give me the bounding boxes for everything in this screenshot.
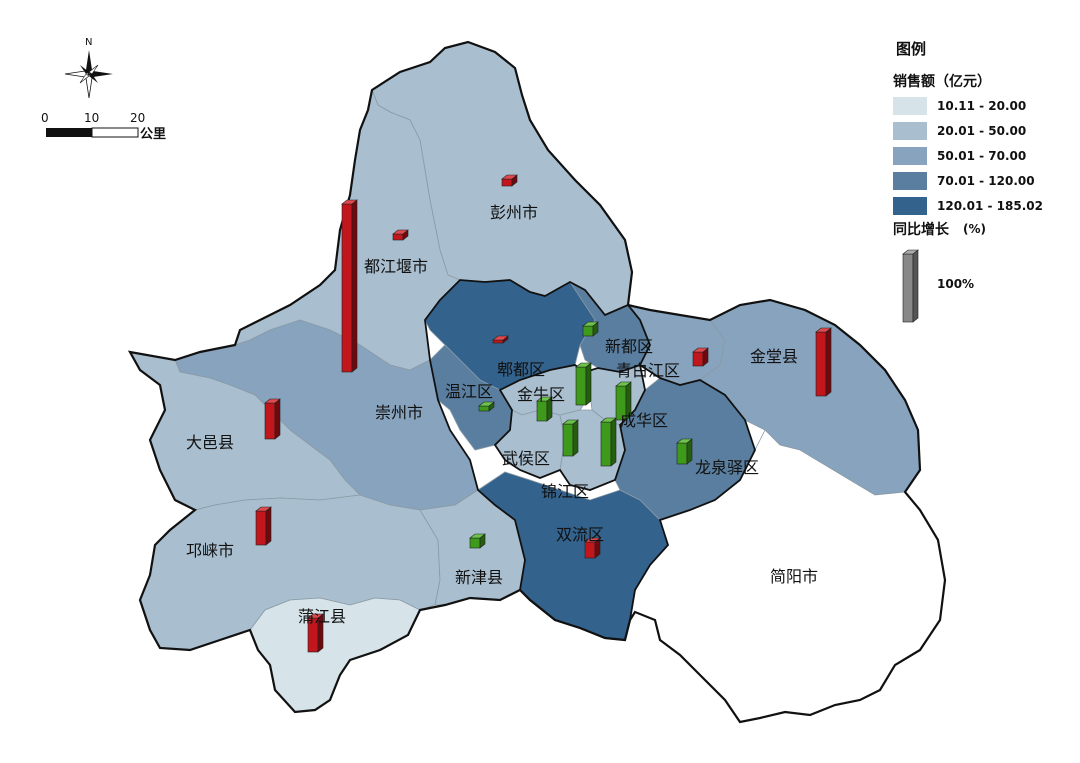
label-jinjiang: 锦江区 xyxy=(541,482,589,501)
scale-tick-1: 10 xyxy=(84,111,99,125)
label-shuangliu: 双流区 xyxy=(556,525,604,544)
legend-title: 图例 xyxy=(896,40,926,58)
legend-growth-title: 同比增长 xyxy=(893,221,950,238)
bar-wuhou xyxy=(563,420,578,456)
scale-unit: 公里 xyxy=(140,127,166,142)
label-wenjiang: 温江区 xyxy=(445,382,493,401)
label-jianyang: 简阳市 xyxy=(770,567,818,586)
scale-tick-0: 0 xyxy=(41,111,49,125)
legend-growth-unit: (%) xyxy=(963,222,986,236)
north-arrow-icon: N xyxy=(65,37,113,98)
label-pengzhou: 彭州市 xyxy=(490,203,538,222)
bar-longquanyi xyxy=(677,439,692,464)
label-dayi: 大邑县 xyxy=(186,433,234,452)
label-pidu: 郫都区 xyxy=(497,360,545,379)
legend-reference-bar xyxy=(903,250,918,322)
legend-swatch-3 xyxy=(893,172,927,190)
bar-jinniu xyxy=(576,363,591,405)
legend-growth-ref: 100% xyxy=(937,277,974,291)
bar-xindu xyxy=(583,322,598,336)
legend-swatch-2 xyxy=(893,147,927,165)
label-qionglai: 邛崃市 xyxy=(186,541,234,560)
bar-qionglai xyxy=(256,507,271,545)
legend-swatch-4 xyxy=(893,197,927,215)
bar-jinjiang xyxy=(601,418,616,466)
label-chenghua: 成华区 xyxy=(620,411,668,430)
legend-class-label-0: 10.11 - 20.00 xyxy=(937,99,1026,113)
legend-class-label-2: 50.01 - 70.00 xyxy=(937,149,1026,163)
legend-swatch-1 xyxy=(893,122,927,140)
scale-tick-2: 20 xyxy=(130,111,145,125)
legend-ref-bar-shape xyxy=(903,250,918,322)
label-dujiangyan: 都江堰市 xyxy=(364,257,428,276)
label-longquanyi: 龙泉驿区 xyxy=(695,458,759,477)
legend-class-label-3: 70.01 - 120.00 xyxy=(937,174,1035,188)
label-jintang: 金堂县 xyxy=(750,347,798,366)
label-jinniu: 金牛区 xyxy=(517,385,565,404)
scale-bar: 0 10 20 公里 xyxy=(41,111,166,142)
label-xindu: 新都区 xyxy=(605,337,653,356)
legend-fill-title: 销售额（亿元） xyxy=(893,73,991,90)
north-label: N xyxy=(85,37,92,48)
label-pujiang: 蒲江县 xyxy=(298,607,346,626)
label-chongzhou: 崇州市 xyxy=(375,403,423,422)
legend: 图例 销售额（亿元） 10.11 - 20.00 20.01 - 50.00 50.… xyxy=(893,40,1043,322)
label-wuhou: 武侯区 xyxy=(502,449,550,468)
bar-xinjin xyxy=(470,534,485,548)
legend-swatch-0 xyxy=(893,97,927,115)
legend-class-label-4: 120.01 - 185.02 xyxy=(937,199,1043,213)
bar-qingbaijiang xyxy=(693,348,708,366)
bar-jintang xyxy=(816,328,831,396)
label-qingbaijiang: 青白江区 xyxy=(616,361,680,380)
bar-dujiangyan-a xyxy=(342,200,357,372)
label-xinjin: 新津县 xyxy=(455,568,503,587)
legend-class-label-1: 20.01 - 50.00 xyxy=(937,124,1026,138)
bar-dayi xyxy=(265,399,280,439)
